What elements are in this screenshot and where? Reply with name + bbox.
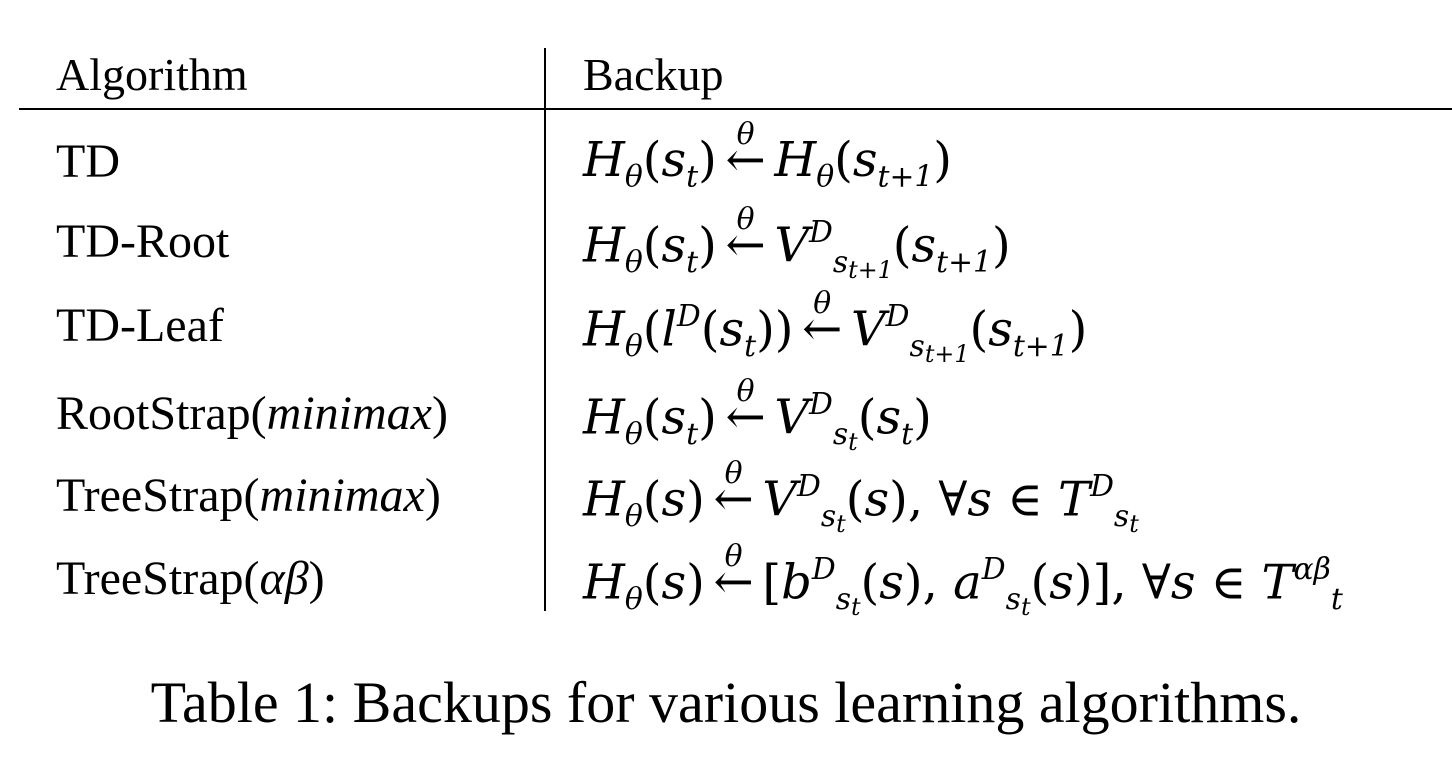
backup-formula: Hθ(st) θ ← VDst(st): [583, 373, 932, 456]
algorithm-cell: TD-Leaf: [56, 299, 224, 352]
header-backup: Backup: [583, 49, 724, 100]
algorithm-cell: RootStrap(minimax): [56, 387, 448, 440]
column-divider: [544, 48, 546, 611]
backup-formula: Hθ(st) θ ← VDst+1(st+1): [583, 201, 1011, 284]
backup-formula: Hθ(st) θ ← Hθ(st+1): [583, 116, 953, 195]
algorithm-cell: TD-Root: [56, 215, 230, 268]
table-caption: Table 1: Backups for various learning al…: [150, 670, 1302, 735]
algorithm-cell: TD: [56, 135, 120, 188]
algorithm-cell: TreeStrap(minimax): [56, 469, 441, 522]
header-rule: [19, 108, 1452, 110]
backup-formula: Hθ(s) θ ← VDst(s), ∀s ∈ TDst: [583, 455, 1139, 538]
algorithm-cell: TreeStrap(αβ): [56, 552, 325, 605]
backup-formula: Hθ(s) θ ← [bDst(s), aDst(s)], ∀s ∈ Tαβt: [583, 538, 1343, 621]
backup-formula: Hθ(lD(st)) θ ← VDst+1(st+1): [583, 285, 1088, 368]
header-algorithm: Algorithm: [56, 49, 248, 100]
